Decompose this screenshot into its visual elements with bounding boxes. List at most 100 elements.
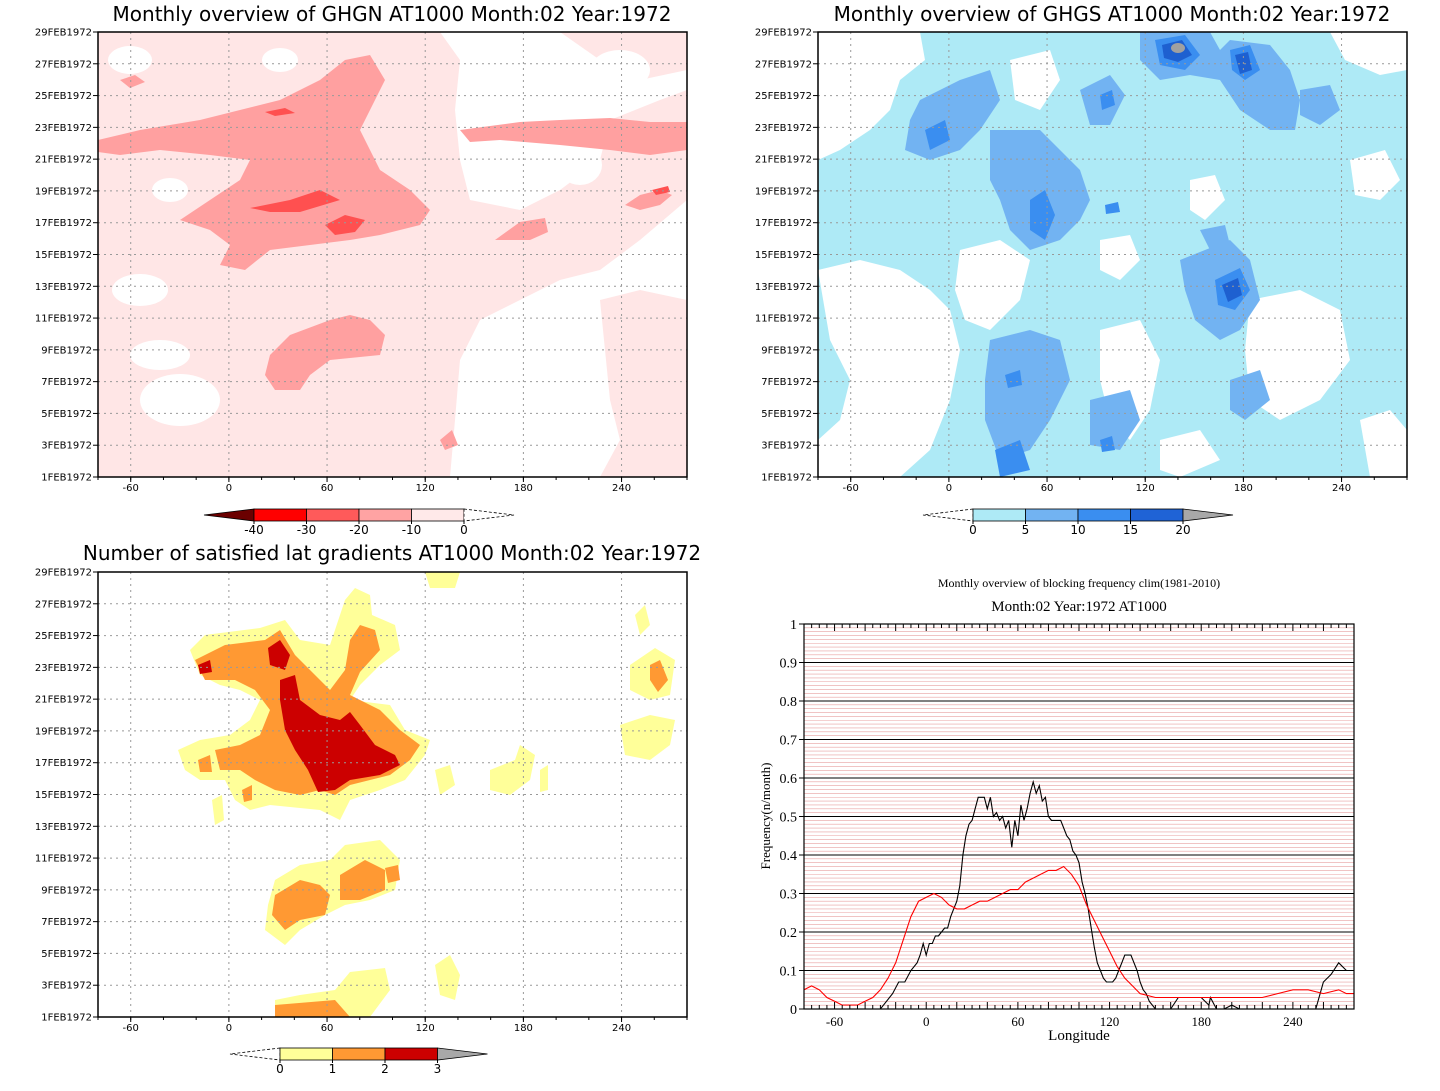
latgrad-fill-orange-4 — [275, 1000, 350, 1017]
x-tick-label: 240 — [1283, 1014, 1303, 1029]
x-tick-label: -60 — [123, 483, 139, 494]
colorbar-label: -10 — [402, 523, 422, 537]
ghgs-fill-medium-8 — [1200, 225, 1230, 250]
y-tick-label: 11FEB1972 — [35, 854, 92, 865]
ghgs-white-5 — [1100, 235, 1140, 280]
latgrad-fill-orange-5 — [650, 660, 668, 692]
y-tick-label: 7FEB1972 — [41, 917, 92, 928]
y-tick-label: 0.9 — [780, 657, 798, 672]
y-tick-label: 0.8 — [780, 695, 798, 710]
panel-ghgs-y-axis: 1FEB1972 3FEB1972 5FEB1972 7FEB1972 9FEB1972… — [755, 28, 818, 484]
ghgn-hole-5 — [262, 48, 298, 72]
y-tick-label: 9FEB1972 — [41, 885, 92, 896]
colorbar-label: 3 — [434, 1062, 442, 1076]
ghgs-fill-dark-8 — [1005, 370, 1022, 388]
y-tick-label: 0 — [790, 1003, 797, 1018]
panel-ghgn-title: Monthly overview of GHGN AT1000 Month:02… — [113, 2, 672, 26]
ghgs-white-10 — [1330, 32, 1407, 75]
x-tick-label: 240 — [612, 1023, 631, 1034]
x-tick-label: 60 — [321, 1023, 334, 1034]
line-chart-minor-grid — [804, 627, 1354, 1006]
panel-ghgs: Monthly overview of GHGS AT1000 Month:02… — [755, 2, 1408, 537]
line-chart-subtitle: Month:02 Year:1972 AT1000 — [991, 599, 1166, 615]
y-tick-label: 25FEB1972 — [755, 91, 812, 102]
latgrad-fill-yellow-10 — [435, 765, 455, 795]
y-tick-label: 3FEB1972 — [41, 441, 92, 452]
x-tick-label: 120 — [416, 483, 435, 494]
x-tick-label: 180 — [1191, 1014, 1211, 1029]
x-tick-label: -60 — [123, 1023, 139, 1034]
latgrad-fill-red-3 — [198, 660, 212, 674]
y-tick-label: 21FEB1972 — [35, 695, 92, 706]
x-tick-label: 120 — [1100, 1014, 1120, 1029]
y-tick-label: 0.3 — [780, 888, 798, 903]
x-tick-label: 0 — [923, 1014, 930, 1029]
x-tick-label: 60 — [1011, 1014, 1024, 1029]
colorbar-label: 0 — [276, 1062, 284, 1076]
y-tick-label: 21FEB1972 — [35, 155, 92, 166]
ghgn-fill-medium-2 — [265, 315, 385, 390]
ghgn-fill-dark-1 — [250, 190, 340, 212]
latgrad-fill-yellow-11 — [212, 795, 224, 825]
ghgs-white-9 — [1350, 150, 1400, 200]
ghgn-hole-6 — [558, 145, 602, 185]
ghgs-fill-medium-10 — [1230, 370, 1270, 420]
ghgn-hole-9 — [130, 340, 190, 370]
ghgn-hole-2 — [112, 274, 168, 306]
colorbar-segment — [358, 508, 412, 522]
colorbar-label: 0 — [969, 523, 977, 537]
y-tick-label: 29FEB1972 — [35, 28, 92, 39]
colorbar-extend-low — [229, 1047, 281, 1061]
y-tick-label: 1 — [790, 618, 797, 633]
y-tick-label: 15FEB1972 — [35, 790, 92, 801]
y-tick-label: 27FEB1972 — [755, 59, 812, 70]
colorbar-label: 20 — [1175, 523, 1190, 537]
panel-latgrad-grid — [98, 572, 687, 1017]
series-line-red — [803, 865, 1354, 1006]
panel-ghgs-x-axis: -60 0 60 120 180 240 — [817, 477, 1408, 494]
colorbar-extend-low — [922, 508, 974, 522]
panel-blocking-freq: Monthly overview of blocking frequency c… — [758, 576, 1355, 1044]
latgrad-fill-orange-2 — [272, 880, 330, 930]
ghgn-hole-8 — [480, 350, 560, 410]
y-tick-label: 19FEB1972 — [755, 186, 812, 197]
colorbar-segment — [1025, 508, 1079, 522]
x-tick-label: 240 — [612, 483, 631, 494]
colorbar-label: 5 — [1022, 523, 1030, 537]
y-tick-label: 0.2 — [780, 926, 798, 941]
ghgs-fill-medium-6 — [985, 330, 1070, 460]
y-tick-label: 0.7 — [780, 734, 798, 749]
ghgn-hole-1 — [152, 178, 188, 202]
ghgs-fill-medium-7 — [1090, 390, 1140, 450]
line-chart-y-axis: 0 0.1 0.2 0.3 0.4 0.5 0.6 0.7 0.8 0.9 1 — [780, 618, 804, 1018]
y-tick-label: 7FEB1972 — [41, 377, 92, 388]
y-tick-label: 15FEB1972 — [35, 250, 92, 261]
ghgs-white-1 — [818, 32, 925, 160]
x-tick-label: 60 — [1041, 483, 1054, 494]
latgrad-fill-yellow-9 — [435, 955, 460, 1000]
y-tick-label: 23FEB1972 — [35, 123, 92, 134]
y-tick-label: 21FEB1972 — [755, 155, 812, 166]
y-tick-label: 11FEB1972 — [755, 314, 812, 325]
y-tick-label: 5FEB1972 — [761, 409, 812, 420]
ghgs-white-7 — [1245, 290, 1350, 420]
y-tick-label: 13FEB1972 — [35, 282, 92, 293]
y-tick-label: 29FEB1972 — [35, 568, 92, 579]
ghgn-fill-dark-3 — [265, 108, 295, 116]
ghgs-fill-over — [1171, 43, 1185, 53]
colorbar-segment — [279, 1047, 333, 1061]
panel-latgrad: Number of satisfied lat gradients AT1000… — [35, 541, 701, 1076]
colorbar-segment — [253, 508, 307, 522]
x-tick-label: 180 — [514, 483, 533, 494]
colorbar-segment — [1130, 508, 1184, 522]
colorbar-extend-high — [437, 1047, 488, 1061]
x-tick-label: 0 — [226, 1023, 232, 1034]
y-tick-label: 25FEB1972 — [35, 631, 92, 642]
panel-latgrad-contours — [178, 572, 675, 1017]
y-tick-label: 23FEB1972 — [755, 123, 812, 134]
line-chart-x-axis: -60 0 60 120 180 240 — [803, 624, 1355, 1029]
ghgs-fill-dark-7 — [995, 440, 1030, 477]
ghgn-fill-medium-6 — [120, 75, 145, 88]
latgrad-fill-yellow-8 — [635, 605, 650, 635]
colorbar-segment — [972, 508, 1026, 522]
